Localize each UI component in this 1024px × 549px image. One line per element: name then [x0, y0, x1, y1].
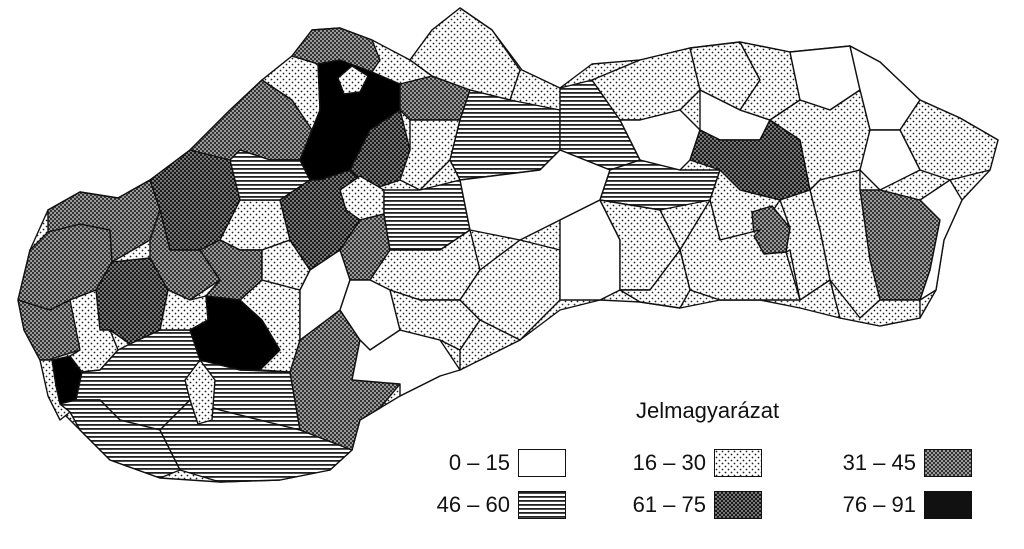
region [859, 129, 921, 191]
legend-item-76-91: 76 – 91 [806, 490, 972, 520]
region [409, 7, 521, 101]
legend-item-61-75: 61 – 75 [596, 490, 762, 520]
region [459, 239, 561, 341]
legend-item-31-45: 31 – 45 [806, 448, 972, 478]
region [351, 329, 461, 397]
legend-swatch-dots [714, 449, 762, 477]
region [619, 249, 691, 309]
legend-label: 61 – 75 [632, 492, 706, 517]
legend-label: 0 – 15 [448, 450, 510, 475]
legend-item-16-30: 16 – 30 [596, 448, 762, 478]
legend-label: 16 – 30 [632, 450, 706, 475]
region [291, 27, 381, 73]
region [899, 99, 999, 181]
legend-swatch-hlines [518, 491, 566, 519]
region [459, 319, 521, 371]
region [919, 179, 963, 301]
legend-label: 31 – 45 [842, 450, 916, 475]
legend-title: Jelmagyarázat [636, 398, 780, 423]
legend-swatch-white [518, 449, 566, 477]
legend-swatch-densedots [714, 491, 762, 519]
region [337, 65, 369, 95]
region [59, 399, 181, 479]
legend-item-0-15: 0 – 15 [400, 448, 566, 478]
legend-label: 76 – 91 [842, 492, 916, 517]
legend-label: 46 – 60 [436, 492, 510, 517]
region [829, 279, 921, 327]
legend-swatch-black [924, 491, 972, 519]
legend-item-46-60: 46 – 60 [400, 490, 566, 520]
legend-swatch-crosshatch [924, 449, 972, 477]
region [679, 199, 801, 301]
